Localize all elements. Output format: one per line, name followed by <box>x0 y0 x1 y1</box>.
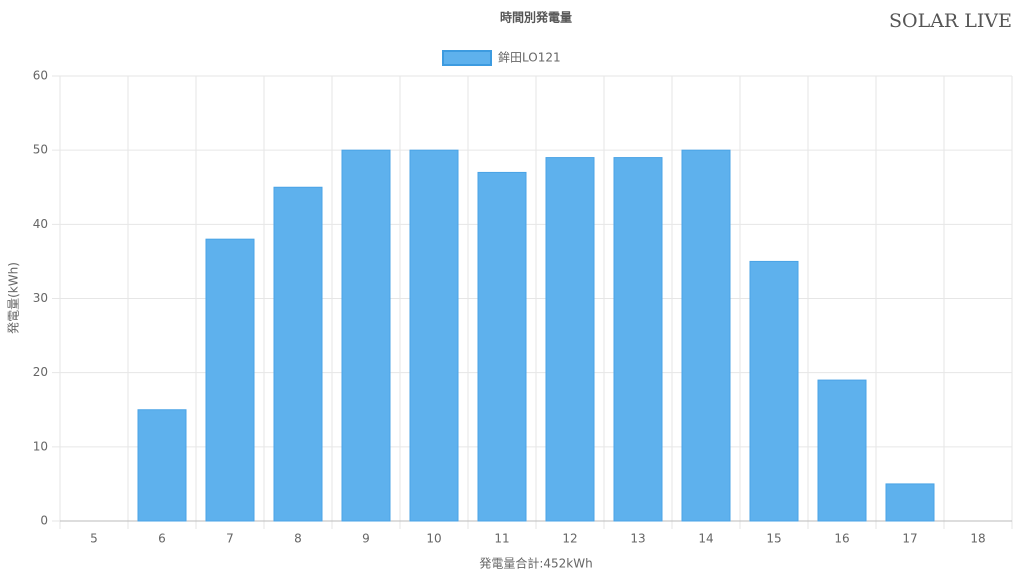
y-tick-label: 20 <box>33 365 48 379</box>
bar <box>409 149 459 522</box>
x-tick-label: 5 <box>90 532 98 546</box>
y-tick-label: 30 <box>33 291 48 305</box>
y-tick-label: 40 <box>33 217 48 231</box>
chart-title: 時間別発電量 <box>500 10 572 25</box>
bar <box>545 157 595 522</box>
bar <box>137 409 187 522</box>
bar <box>885 483 935 522</box>
x-tick-label: 8 <box>294 532 302 546</box>
brand: SOLAR LIVE <box>889 10 1012 32</box>
y-tick-label: 0 <box>40 514 48 528</box>
bar <box>205 238 255 522</box>
y-tick-label: 10 <box>33 439 48 453</box>
bar <box>613 157 663 522</box>
legend-label: 鉾田LO121 <box>498 50 561 65</box>
x-axis-label: 発電量合計:452kWh <box>479 556 592 571</box>
x-tick-label: 10 <box>426 532 441 546</box>
x-tick-label: 14 <box>698 532 713 546</box>
bar <box>681 149 731 522</box>
bar <box>273 186 323 522</box>
bar <box>749 260 799 522</box>
x-tick-label: 16 <box>834 532 849 546</box>
x-tick-label: 6 <box>158 532 166 546</box>
y-axis-label: 発電量(kWh) <box>7 262 21 334</box>
x-tick-label: 11 <box>494 532 509 546</box>
bar <box>817 379 867 522</box>
x-tick-label: 7 <box>226 532 234 546</box>
x-tick-label: 17 <box>902 532 917 546</box>
x-tick-label: 9 <box>362 532 370 546</box>
y-tick-label: 60 <box>33 69 48 83</box>
x-tick-label: 15 <box>766 532 781 546</box>
x-tick-label: 18 <box>970 532 985 546</box>
y-tick-label: 50 <box>33 143 48 157</box>
x-tick-label: 12 <box>562 532 577 546</box>
bar <box>477 171 527 522</box>
legend-swatch <box>442 50 492 66</box>
bar <box>341 149 391 522</box>
x-tick-label: 13 <box>630 532 645 546</box>
